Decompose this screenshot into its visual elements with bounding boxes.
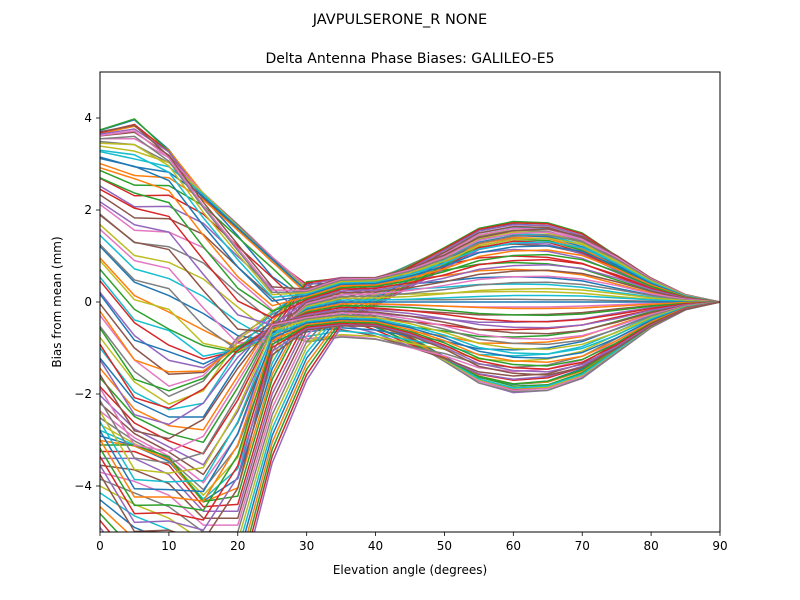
x-tick-label: 30 (299, 539, 314, 553)
series-line-62 (100, 166, 720, 307)
x-tick-label: 0 (96, 539, 104, 553)
series-line-67 (100, 228, 720, 345)
series-line-84 (100, 301, 720, 521)
series-line-79 (100, 301, 720, 474)
series-line-32 (100, 268, 720, 431)
x-tick-label: 70 (575, 539, 590, 553)
x-axis-label: Elevation angle (degrees) (333, 563, 487, 577)
series-line-53 (100, 238, 720, 532)
y-axis: −4 −2 0 2 4 (74, 111, 100, 493)
x-tick-label: 40 (368, 539, 383, 553)
series-line-83 (100, 301, 720, 512)
y-axis-label: Bias from mean (mm) (50, 236, 64, 367)
series-line-72 (100, 301, 720, 373)
series-line-56 (100, 124, 720, 303)
y-tick-label: −2 (74, 387, 92, 401)
series-line-14 (100, 177, 720, 381)
figure-suptitle: JAVPULSERONE_R NONE (312, 12, 487, 28)
y-tick-label: 2 (84, 203, 92, 217)
x-axis: 0 10 20 30 40 50 60 70 80 90 (96, 532, 728, 553)
series-line-61 (100, 157, 720, 303)
series-line-75 (100, 301, 720, 426)
x-tick-label: 60 (506, 539, 521, 553)
series-line-23 (100, 268, 720, 354)
series-line-85 (100, 301, 720, 531)
series-line-63 (100, 177, 720, 312)
series-line-78 (100, 301, 720, 464)
series-line-4 (100, 123, 720, 391)
series-line-80 (100, 301, 720, 483)
series-line-64 (100, 188, 720, 319)
x-tick-label: 90 (712, 539, 727, 553)
series-line-74 (100, 301, 720, 410)
series-line-69 (100, 260, 720, 352)
series-line-59 (100, 142, 720, 303)
series-line-65 (100, 201, 720, 326)
y-tick-label: 0 (84, 295, 92, 309)
series-group (100, 118, 720, 532)
series-line-68 (100, 243, 720, 352)
x-tick-label: 80 (643, 539, 658, 553)
series-line-60 (100, 149, 720, 303)
series-line-29 (100, 290, 720, 405)
series-line-57 (100, 130, 720, 303)
series-line-58 (100, 135, 720, 303)
series-line-70 (100, 276, 720, 358)
series-line-71 (100, 293, 720, 365)
y-tick-label: −4 (74, 479, 92, 493)
series-line-81 (100, 301, 720, 493)
series-line-66 (100, 214, 720, 334)
series-line-86 (100, 301, 720, 532)
series-line-77 (100, 301, 720, 453)
series-line-73 (100, 301, 720, 392)
x-tick-label: 10 (161, 539, 176, 553)
x-tick-label: 20 (230, 539, 245, 553)
series-line-82 (100, 301, 720, 502)
x-tick-label: 50 (437, 539, 452, 553)
chart-title: Delta Antenna Phase Biases: GALILEO-E5 (265, 51, 554, 67)
series-line-6 (100, 131, 720, 389)
y-tick-label: 4 (84, 111, 92, 125)
series-line-76 (100, 301, 720, 440)
series-line-44 (100, 222, 720, 508)
